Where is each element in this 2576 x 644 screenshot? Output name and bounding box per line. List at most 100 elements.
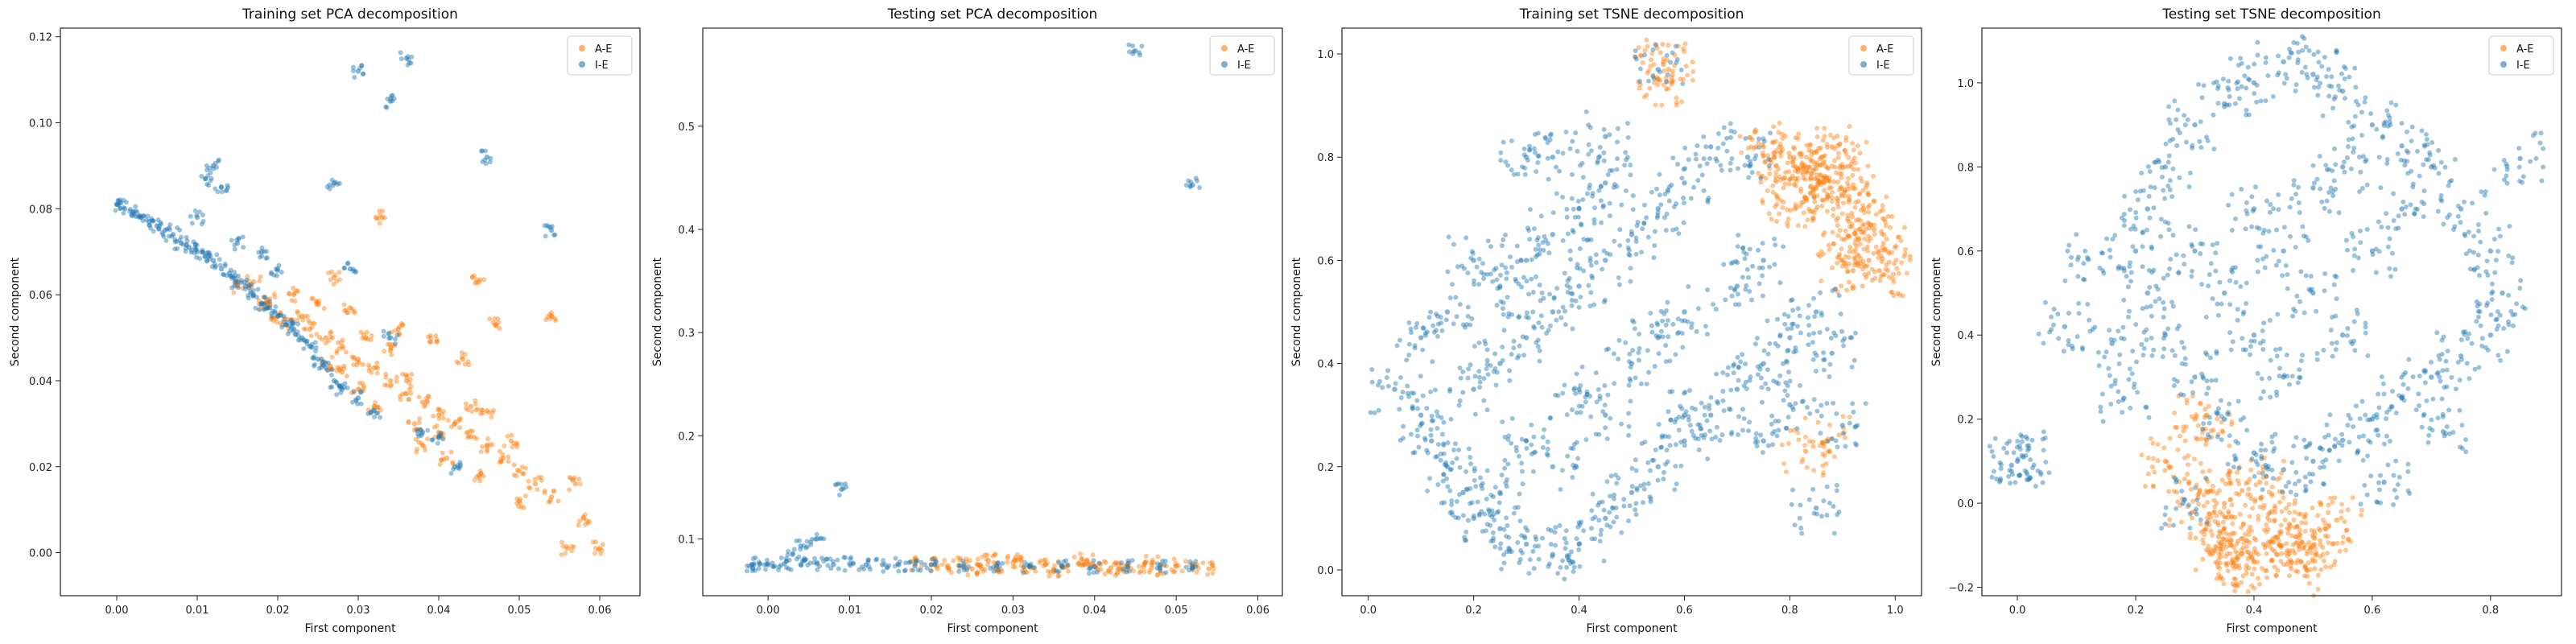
point-a-e (516, 504, 522, 510)
point-a-e (2201, 541, 2207, 547)
point-a-e (334, 350, 340, 356)
point-i-e (1567, 275, 1572, 281)
point-a-e (600, 542, 605, 547)
point-i-e (801, 543, 807, 548)
point-i-e (1497, 489, 1503, 496)
point-a-e (2286, 502, 2292, 507)
point-i-e (1707, 402, 1712, 408)
point-i-e (1587, 182, 1593, 188)
point-a-e (478, 449, 484, 455)
point-i-e (311, 356, 316, 361)
point-i-e (1740, 352, 1745, 357)
point-i-e (320, 359, 326, 365)
point-i-e (1744, 386, 1749, 391)
point-a-e (1659, 102, 1665, 108)
point-i-e (2281, 467, 2286, 473)
point-i-e (2276, 258, 2281, 264)
point-i-e (757, 561, 763, 567)
point-a-e (2240, 573, 2246, 579)
point-i-e (1570, 138, 1575, 144)
point-i-e (1484, 468, 1490, 473)
point-a-e (1116, 562, 1121, 568)
point-i-e (2227, 56, 2233, 61)
point-a-e (1037, 559, 1042, 565)
point-a-e (1817, 171, 1823, 177)
point-i-e (1785, 347, 1791, 353)
point-i-e (1821, 357, 1827, 363)
point-i-e (2390, 388, 2396, 394)
point-a-e (998, 566, 1004, 572)
point-a-e (380, 208, 386, 214)
point-i-e (2376, 219, 2381, 225)
point-a-e (1864, 139, 1869, 145)
point-a-e (376, 405, 382, 411)
point-i-e (1522, 171, 1528, 177)
point-a-e (1760, 200, 1765, 205)
point-a-e (2201, 528, 2207, 534)
point-a-e (2182, 438, 2188, 444)
point-a-e (459, 354, 464, 360)
point-i-e (902, 568, 908, 573)
point-i-e (995, 560, 1001, 566)
point-i-e (1785, 314, 1791, 320)
point-i-e (1642, 440, 1648, 445)
point-a-e (1852, 255, 1858, 261)
point-i-e (1500, 357, 1505, 363)
point-i-e (2258, 395, 2264, 401)
point-i-e (458, 462, 464, 468)
point-i-e (259, 253, 265, 258)
point-a-e (1880, 256, 1885, 262)
point-i-e (1581, 268, 1587, 274)
point-a-e (1820, 160, 1826, 166)
point-a-e (2193, 535, 2198, 541)
point-a-e (572, 475, 577, 481)
point-i-e (2510, 255, 2516, 261)
point-i-e (1484, 496, 1489, 502)
point-a-e (1852, 230, 1858, 236)
point-i-e (1547, 291, 1553, 297)
point-i-e (2483, 210, 2489, 216)
point-a-e (1842, 147, 1847, 153)
point-i-e (902, 568, 907, 574)
point-a-e (563, 551, 568, 556)
point-i-e (1634, 487, 1640, 493)
point-i-e (1484, 271, 1490, 277)
point-i-e (1783, 425, 1789, 431)
point-i-e (2206, 385, 2211, 390)
point-a-e (1113, 572, 1118, 578)
point-i-e (390, 98, 395, 104)
point-a-e (1802, 176, 1808, 182)
point-i-e (2490, 281, 2496, 287)
point-i-e (1480, 261, 1485, 266)
point-i-e (1497, 361, 1503, 366)
point-i-e (2244, 200, 2249, 205)
point-i-e (456, 466, 462, 472)
point-a-e (2185, 471, 2190, 477)
point-i-e (2235, 62, 2241, 68)
point-i-e (1735, 166, 1740, 171)
point-a-e (1864, 248, 1870, 254)
point-i-e (1653, 332, 1659, 338)
y-tick-label: 0.6 (1317, 255, 1334, 267)
point-i-e (2409, 124, 2415, 130)
point-i-e (2264, 464, 2269, 470)
point-i-e (1538, 213, 1544, 219)
point-i-e (756, 566, 762, 572)
point-a-e (526, 485, 531, 490)
point-i-e (2273, 262, 2279, 268)
point-a-e (1674, 100, 1679, 105)
point-i-e (1158, 568, 1163, 574)
point-i-e (1641, 202, 1647, 208)
point-i-e (2355, 450, 2360, 456)
point-a-e (2326, 524, 2331, 530)
point-i-e (1554, 191, 1559, 196)
point-i-e (273, 303, 279, 309)
point-i-e (1472, 344, 1477, 349)
point-i-e (419, 429, 426, 436)
point-i-e (2314, 176, 2320, 182)
point-i-e (2139, 170, 2145, 175)
point-i-e (2301, 233, 2306, 239)
point-i-e (2155, 287, 2161, 292)
point-a-e (1830, 190, 1835, 196)
point-a-e (1796, 437, 1802, 443)
